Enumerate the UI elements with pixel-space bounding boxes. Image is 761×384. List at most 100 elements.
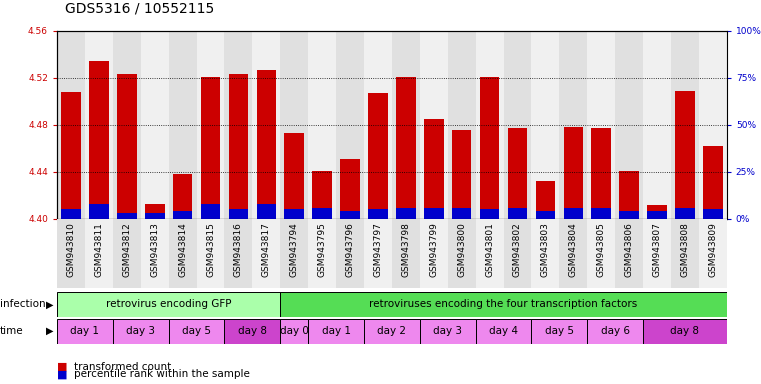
Bar — [196, 31, 224, 219]
Bar — [340, 159, 360, 219]
Bar — [364, 319, 420, 344]
Text: GSM943812: GSM943812 — [123, 222, 132, 277]
Text: GSM943815: GSM943815 — [206, 222, 215, 277]
Bar — [169, 31, 196, 219]
Bar — [61, 92, 81, 219]
Bar — [504, 219, 531, 288]
Bar — [476, 31, 504, 219]
Bar — [424, 208, 444, 219]
Bar — [615, 31, 643, 219]
Bar — [671, 219, 699, 288]
Bar — [476, 319, 531, 344]
Bar — [228, 74, 248, 219]
Bar — [587, 31, 615, 219]
Bar — [643, 319, 727, 344]
Bar — [308, 319, 364, 344]
Bar — [280, 219, 308, 288]
Bar — [675, 91, 695, 219]
Bar — [57, 319, 113, 344]
Bar — [145, 204, 164, 219]
Bar — [591, 128, 611, 219]
Text: GSM943800: GSM943800 — [457, 222, 466, 277]
Bar — [591, 208, 611, 219]
Bar — [308, 219, 336, 288]
Bar — [563, 208, 583, 219]
Bar — [113, 219, 141, 288]
Bar — [392, 219, 420, 288]
Text: percentile rank within the sample: percentile rank within the sample — [74, 369, 250, 379]
Bar — [699, 31, 727, 219]
Bar — [675, 208, 695, 219]
Bar — [117, 213, 136, 219]
Text: GSM943795: GSM943795 — [317, 222, 326, 277]
Bar — [479, 210, 499, 219]
Bar — [587, 319, 643, 344]
Text: ■: ■ — [57, 362, 68, 372]
Bar — [169, 219, 196, 288]
Bar — [201, 204, 220, 219]
Text: GSM943799: GSM943799 — [429, 222, 438, 277]
Bar — [396, 76, 416, 219]
Bar — [224, 219, 253, 288]
Text: day 5: day 5 — [545, 326, 574, 336]
Text: GDS5316 / 10552115: GDS5316 / 10552115 — [65, 2, 214, 15]
Bar — [145, 213, 164, 219]
Text: transformed count: transformed count — [74, 362, 171, 372]
Bar — [169, 319, 224, 344]
Text: day 8: day 8 — [238, 326, 267, 336]
Bar — [508, 208, 527, 219]
Bar — [196, 219, 224, 288]
Bar — [504, 31, 531, 219]
Bar — [253, 31, 280, 219]
Bar — [57, 219, 85, 288]
Bar — [452, 129, 471, 219]
Bar — [447, 219, 476, 288]
Bar — [224, 31, 253, 219]
Bar — [615, 219, 643, 288]
Bar — [57, 31, 85, 219]
Bar — [308, 31, 336, 219]
Bar — [173, 211, 193, 219]
Bar — [113, 31, 141, 219]
Text: GSM943805: GSM943805 — [597, 222, 606, 277]
Text: GSM943813: GSM943813 — [150, 222, 159, 277]
Bar — [559, 31, 587, 219]
Bar — [336, 31, 364, 219]
Text: day 5: day 5 — [182, 326, 211, 336]
Bar — [619, 170, 638, 219]
Text: GSM943814: GSM943814 — [178, 222, 187, 277]
Bar — [424, 119, 444, 219]
Text: GSM943816: GSM943816 — [234, 222, 243, 277]
Bar — [479, 76, 499, 219]
Bar — [364, 31, 392, 219]
Bar — [476, 219, 504, 288]
Bar — [201, 76, 220, 219]
Bar — [141, 31, 169, 219]
Bar — [531, 319, 587, 344]
Bar — [703, 210, 722, 219]
Text: retroviruses encoding the four transcription factors: retroviruses encoding the four transcrip… — [369, 299, 638, 310]
Bar — [619, 211, 638, 219]
Bar — [447, 31, 476, 219]
Text: GSM943801: GSM943801 — [485, 222, 494, 277]
Text: day 8: day 8 — [670, 326, 699, 336]
Text: GSM943796: GSM943796 — [345, 222, 355, 277]
Bar — [396, 208, 416, 219]
Bar — [699, 219, 727, 288]
Bar — [61, 210, 81, 219]
Bar — [57, 292, 280, 317]
Bar — [647, 211, 667, 219]
Text: day 3: day 3 — [126, 326, 155, 336]
Bar — [531, 31, 559, 219]
Bar — [253, 219, 280, 288]
Text: day 3: day 3 — [433, 326, 462, 336]
Bar — [117, 74, 136, 219]
Text: day 4: day 4 — [489, 326, 518, 336]
Bar — [280, 319, 308, 344]
Bar — [312, 208, 332, 219]
Bar — [280, 292, 727, 317]
Text: GSM943798: GSM943798 — [401, 222, 410, 277]
Bar — [671, 31, 699, 219]
Text: GSM943794: GSM943794 — [290, 222, 299, 277]
Text: GSM943806: GSM943806 — [625, 222, 634, 277]
